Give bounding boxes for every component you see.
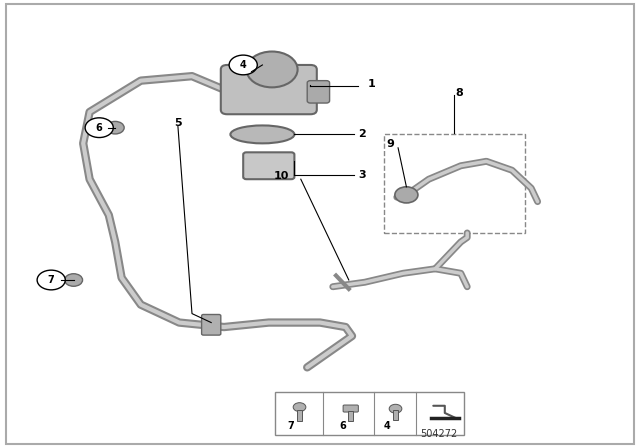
- Circle shape: [229, 55, 257, 75]
- Circle shape: [389, 404, 402, 413]
- Text: 6: 6: [96, 123, 102, 133]
- FancyBboxPatch shape: [202, 314, 221, 335]
- Text: 5: 5: [174, 118, 182, 128]
- Ellipse shape: [230, 125, 294, 143]
- Bar: [298, 410, 301, 421]
- Text: 6: 6: [339, 421, 346, 431]
- Text: 4: 4: [384, 421, 390, 431]
- Text: 7: 7: [288, 421, 294, 431]
- Circle shape: [246, 52, 298, 87]
- Circle shape: [65, 274, 83, 286]
- Text: 10: 10: [274, 171, 289, 181]
- Circle shape: [293, 403, 306, 412]
- Text: 4: 4: [240, 60, 246, 70]
- Text: 1: 1: [368, 79, 376, 89]
- Circle shape: [395, 187, 418, 203]
- Text: 9: 9: [387, 139, 394, 149]
- Text: 504272: 504272: [420, 429, 457, 439]
- Circle shape: [106, 121, 124, 134]
- FancyBboxPatch shape: [307, 81, 330, 103]
- FancyBboxPatch shape: [343, 405, 358, 412]
- Text: 7: 7: [48, 275, 54, 285]
- Bar: [393, 409, 398, 420]
- FancyBboxPatch shape: [221, 65, 317, 114]
- Bar: [348, 411, 353, 421]
- Circle shape: [37, 270, 65, 290]
- Text: 8: 8: [456, 88, 463, 98]
- Circle shape: [85, 118, 113, 138]
- Bar: [275, 392, 464, 435]
- FancyBboxPatch shape: [243, 152, 294, 179]
- Bar: [384, 134, 525, 233]
- Text: 2: 2: [358, 129, 366, 139]
- Text: 3: 3: [358, 170, 366, 180]
